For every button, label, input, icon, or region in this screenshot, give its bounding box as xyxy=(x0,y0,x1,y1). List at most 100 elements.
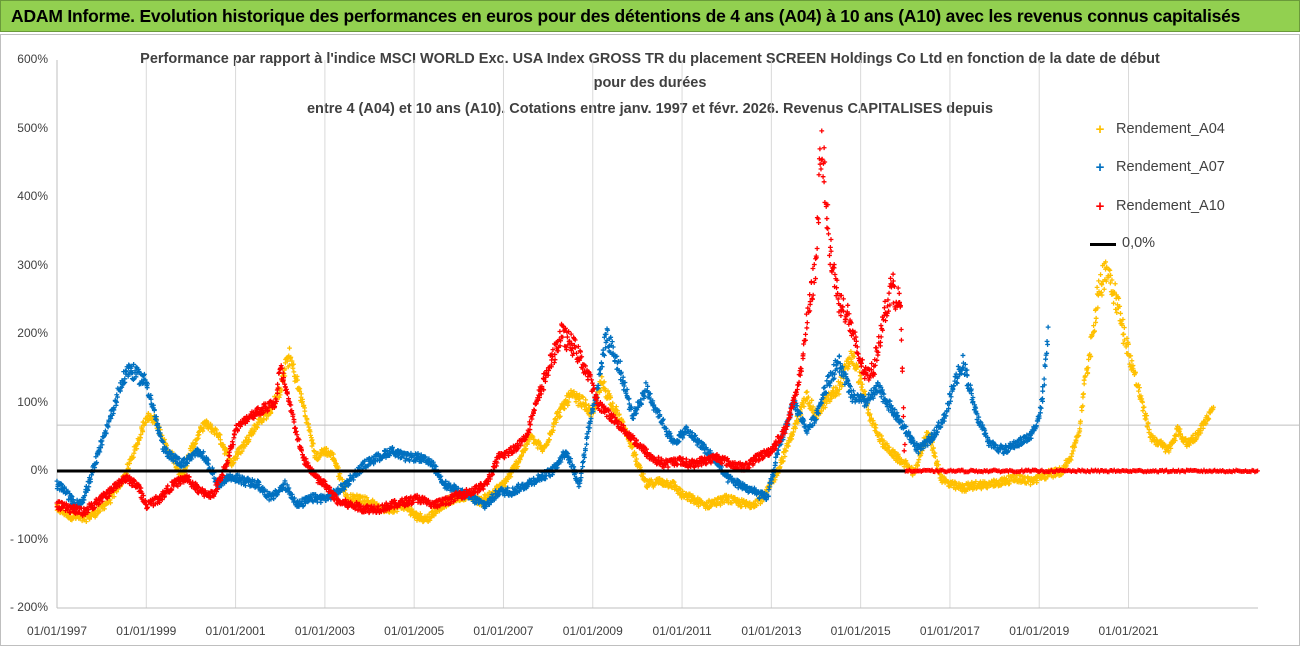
point-rendement_a04 xyxy=(892,449,897,455)
point-rendement_a04 xyxy=(886,444,892,450)
point-rendement_a04 xyxy=(93,513,99,519)
point-rendement_a04 xyxy=(782,454,788,459)
point-rendement_a04 xyxy=(915,459,921,465)
point-rendement_a04 xyxy=(721,500,727,505)
point-rendement_a04 xyxy=(505,476,510,482)
point-rendement_a04 xyxy=(583,397,589,403)
point-rendement_a04 xyxy=(291,369,297,375)
point-rendement_a04 xyxy=(131,454,136,460)
point-rendement_a04 xyxy=(564,393,570,399)
point-rendement_a04 xyxy=(508,474,514,480)
point-rendement_a04 xyxy=(277,392,283,398)
point-rendement_a04 xyxy=(873,425,879,431)
point-rendement_a04 xyxy=(135,440,141,446)
point-rendement_a04 xyxy=(231,460,237,466)
banner-title: ADAM Informe. Evolution historique des p… xyxy=(11,6,1241,26)
point-rendement_a04 xyxy=(519,453,524,459)
point-rendement_a04 xyxy=(672,482,678,488)
point-rendement_a04 xyxy=(335,465,341,471)
point-rendement_a04 xyxy=(851,354,857,360)
point-rendement_a04 xyxy=(833,393,838,399)
point-rendement_a07 xyxy=(773,460,778,466)
point-rendement_a04 xyxy=(515,464,521,469)
chart-frame xyxy=(0,34,1300,646)
point-rendement_a04 xyxy=(546,437,552,443)
point-rendement_a04 xyxy=(822,405,828,410)
point-rendement_a04 xyxy=(718,502,723,508)
point-rendement_a07 xyxy=(821,385,827,391)
point-rendement_a04 xyxy=(843,363,849,369)
point-rendement_a04 xyxy=(779,455,785,461)
point-rendement_a04 xyxy=(234,455,240,461)
point-rendement_a04 xyxy=(809,397,815,403)
point-rendement_a04 xyxy=(867,411,873,417)
point-rendement_a04 xyxy=(857,373,863,379)
point-rendement_a04 xyxy=(1096,278,1102,284)
point-rendement_a04 xyxy=(934,458,940,464)
point-rendement_a04 xyxy=(677,486,683,492)
point-rendement_a04 xyxy=(1093,315,1099,321)
point-rendement_a04 xyxy=(339,477,345,482)
point-rendement_a04 xyxy=(637,464,643,470)
point-rendement_a04 xyxy=(290,365,296,371)
point-rendement_a04 xyxy=(394,508,400,514)
point-rendement_a04 xyxy=(138,432,144,437)
point-rendement_a04 xyxy=(141,422,147,428)
point-rendement_a04 xyxy=(780,458,786,464)
point-rendement_a04 xyxy=(580,394,586,400)
point-rendement_a04 xyxy=(196,432,202,438)
point-rendement_a07 xyxy=(1045,324,1051,330)
point-rendement_a04 xyxy=(254,425,260,431)
point-rendement_a04 xyxy=(276,394,282,400)
point-rendement_a04 xyxy=(616,411,622,417)
chart-title-line-3: entre 4 (A04) et 10 ans (A10). Cotations… xyxy=(306,101,994,117)
point-rendement_a04 xyxy=(785,443,791,449)
point-rendement_a07 xyxy=(609,339,615,345)
point-rendement_a04 xyxy=(994,478,999,484)
point-rendement_a04 xyxy=(583,402,589,407)
point-rendement_a04 xyxy=(311,448,317,453)
point-rendement_a10 xyxy=(293,425,298,431)
point-rendement_a04 xyxy=(239,448,245,454)
point-rendement_a10 xyxy=(276,370,282,375)
point-rendement_a04 xyxy=(526,438,532,444)
point-rendement_a04 xyxy=(859,384,864,390)
point-rendement_a04 xyxy=(804,389,810,395)
point-rendement_a04 xyxy=(302,413,308,419)
point-rendement_a07 xyxy=(725,479,731,485)
point-rendement_a04 xyxy=(754,503,759,508)
point-rendement_a04 xyxy=(810,404,816,410)
point-rendement_a04 xyxy=(884,441,890,447)
point-rendement_a04 xyxy=(83,519,89,525)
point-rendement_a04 xyxy=(331,451,336,457)
point-rendement_a04 xyxy=(1136,388,1142,394)
point-rendement_a04 xyxy=(605,388,611,394)
point-rendement_a04 xyxy=(978,486,984,492)
point-rendement_a04 xyxy=(268,410,274,416)
point-rendement_a04 xyxy=(615,408,620,414)
point-rendement_a04 xyxy=(1101,286,1107,292)
point-rendement_a04 xyxy=(566,394,572,400)
point-rendement_a04 xyxy=(610,400,616,406)
point-rendement_a04 xyxy=(332,458,337,464)
point-rendement_a04 xyxy=(1121,325,1127,330)
point-rendement_a04 xyxy=(859,381,865,387)
point-rendement_a04 xyxy=(903,458,909,464)
point-rendement_a04 xyxy=(729,500,735,506)
point-rendement_a04 xyxy=(936,462,941,468)
point-rendement_a04 xyxy=(140,429,146,435)
point-rendement_a04 xyxy=(855,365,861,370)
point-rendement_a04 xyxy=(865,407,871,413)
point-rendement_a10 xyxy=(232,432,237,438)
point-rendement_a04 xyxy=(111,494,117,500)
point-rendement_a04 xyxy=(759,499,765,505)
point-rendement_a04 xyxy=(278,388,284,394)
point-rendement_a04 xyxy=(523,446,529,452)
point-rendement_a04 xyxy=(783,448,789,454)
point-rendement_a04 xyxy=(680,488,686,494)
point-rendement_a04 xyxy=(530,434,536,440)
point-rendement_a04 xyxy=(265,413,271,419)
point-rendement_a04 xyxy=(291,361,297,367)
point-rendement_a04 xyxy=(574,391,580,397)
